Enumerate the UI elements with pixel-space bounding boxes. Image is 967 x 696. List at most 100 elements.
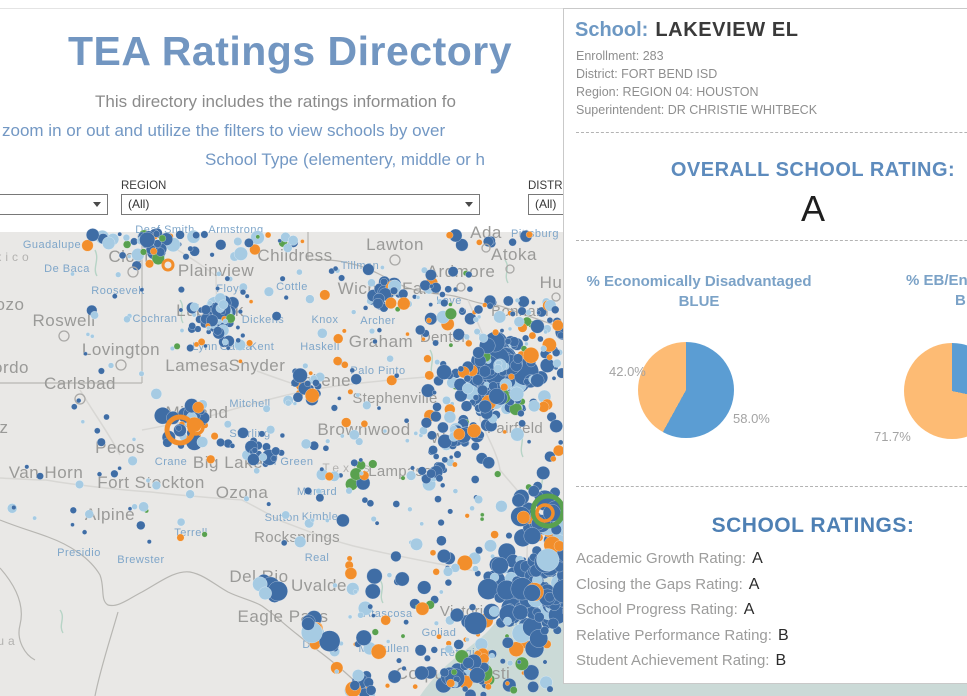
school-dot[interactable] bbox=[423, 354, 432, 363]
school-dot[interactable] bbox=[145, 478, 151, 483]
school-dot[interactable] bbox=[187, 245, 194, 252]
school-dot[interactable] bbox=[526, 439, 532, 444]
school-dot[interactable] bbox=[397, 296, 411, 311]
school-dot[interactable] bbox=[464, 637, 470, 642]
school-dot[interactable] bbox=[368, 328, 376, 335]
school-dot[interactable] bbox=[196, 436, 209, 448]
school-dot[interactable] bbox=[512, 353, 524, 364]
school-dot[interactable] bbox=[503, 616, 512, 626]
school-dot[interactable] bbox=[482, 456, 495, 469]
school-dot[interactable] bbox=[437, 519, 445, 527]
school-dot[interactable] bbox=[263, 286, 274, 297]
school-dot[interactable] bbox=[139, 287, 145, 293]
school-dot[interactable] bbox=[382, 428, 388, 434]
school-dot[interactable] bbox=[350, 458, 359, 467]
school-dot[interactable] bbox=[341, 417, 352, 428]
school-dot[interactable] bbox=[255, 234, 261, 240]
school-dot[interactable] bbox=[131, 437, 137, 442]
school-dot[interactable] bbox=[271, 446, 281, 456]
school-dot[interactable] bbox=[450, 668, 458, 676]
school-dot[interactable] bbox=[218, 299, 229, 310]
school-dot[interactable] bbox=[457, 365, 465, 373]
school-dot[interactable] bbox=[139, 248, 148, 256]
school-dot[interactable] bbox=[528, 331, 537, 340]
school-dot[interactable] bbox=[362, 263, 375, 276]
school-dot[interactable] bbox=[85, 332, 91, 337]
school-dot[interactable] bbox=[179, 328, 185, 333]
school-dot[interactable] bbox=[514, 656, 529, 671]
school-dot[interactable] bbox=[32, 515, 37, 521]
school-dot[interactable] bbox=[429, 549, 437, 557]
school-dot[interactable] bbox=[536, 310, 542, 316]
school-dot[interactable] bbox=[473, 304, 484, 315]
school-dot[interactable] bbox=[206, 325, 211, 331]
school-dot[interactable] bbox=[127, 506, 133, 511]
school-dot[interactable] bbox=[442, 395, 451, 405]
school-dot[interactable] bbox=[436, 549, 452, 564]
school-dot[interactable] bbox=[296, 268, 303, 276]
school-dot[interactable] bbox=[493, 364, 503, 374]
school-filter-select[interactable] bbox=[0, 194, 108, 215]
school-dot[interactable] bbox=[490, 530, 499, 539]
school-dot[interactable] bbox=[430, 410, 442, 423]
school-dot[interactable] bbox=[238, 358, 243, 364]
school-dot[interactable] bbox=[310, 517, 315, 523]
school-dot[interactable] bbox=[523, 527, 542, 545]
school-dot[interactable] bbox=[472, 565, 479, 573]
school-dot[interactable] bbox=[412, 683, 418, 690]
school-dot[interactable] bbox=[447, 508, 454, 515]
school-dot-ring[interactable] bbox=[161, 258, 175, 272]
school-dot[interactable] bbox=[516, 510, 531, 525]
school-dot[interactable] bbox=[479, 691, 487, 696]
school-dot[interactable] bbox=[200, 304, 211, 315]
school-dot[interactable] bbox=[209, 252, 215, 258]
school-dot[interactable] bbox=[284, 399, 292, 407]
school-dot[interactable] bbox=[380, 614, 391, 626]
school-dot[interactable] bbox=[315, 493, 325, 503]
school-dot[interactable] bbox=[530, 319, 545, 334]
school-dot[interactable] bbox=[235, 337, 241, 344]
school-dot[interactable] bbox=[355, 437, 364, 446]
school-dot[interactable] bbox=[146, 539, 152, 545]
school-dot[interactable] bbox=[387, 669, 402, 684]
school-dot[interactable] bbox=[469, 667, 486, 684]
school-dot[interactable] bbox=[248, 299, 254, 304]
school-dot[interactable] bbox=[417, 580, 432, 595]
school-dot[interactable] bbox=[461, 382, 474, 395]
school-dot[interactable] bbox=[182, 253, 190, 261]
school-dot[interactable] bbox=[449, 608, 465, 623]
school-dot[interactable] bbox=[485, 683, 492, 691]
school-dot[interactable] bbox=[475, 546, 483, 555]
school-dot[interactable] bbox=[337, 396, 342, 401]
school-dot[interactable] bbox=[428, 302, 434, 307]
school-dot[interactable] bbox=[281, 510, 291, 520]
school-dot[interactable] bbox=[374, 520, 380, 526]
school-dot[interactable] bbox=[500, 383, 509, 392]
school-dot[interactable] bbox=[505, 532, 513, 540]
school-dot[interactable] bbox=[508, 373, 515, 381]
school-dot[interactable] bbox=[543, 329, 548, 335]
school-dot[interactable] bbox=[225, 345, 231, 351]
school-dot[interactable] bbox=[127, 455, 138, 466]
school-dot[interactable] bbox=[235, 325, 241, 330]
school-dot[interactable] bbox=[358, 457, 364, 463]
school-dot[interactable] bbox=[123, 315, 131, 324]
school-dot[interactable] bbox=[396, 657, 402, 664]
school-dot[interactable] bbox=[370, 515, 377, 523]
school-dot[interactable] bbox=[345, 487, 353, 495]
school-dot[interactable] bbox=[131, 503, 138, 510]
school-dot[interactable] bbox=[518, 419, 526, 428]
school-dot[interactable] bbox=[152, 230, 161, 238]
school-dot[interactable] bbox=[177, 286, 185, 294]
school-dot[interactable] bbox=[243, 495, 250, 502]
school-dot[interactable] bbox=[448, 342, 454, 348]
school-dot[interactable] bbox=[81, 529, 88, 535]
school-dot[interactable] bbox=[488, 388, 505, 405]
school-dot[interactable] bbox=[476, 239, 483, 246]
school-dot[interactable] bbox=[372, 338, 378, 345]
school-dot[interactable] bbox=[419, 521, 425, 527]
school-dot[interactable] bbox=[536, 548, 560, 572]
school-dot[interactable] bbox=[444, 644, 454, 654]
school-dot[interactable] bbox=[357, 611, 364, 619]
school-dot[interactable] bbox=[539, 675, 553, 690]
